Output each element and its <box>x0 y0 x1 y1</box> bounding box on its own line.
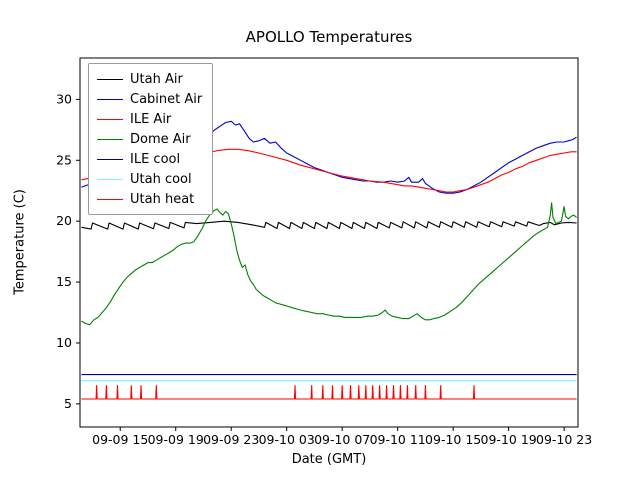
legend-item-utah-cool: Utah cool <box>97 169 202 189</box>
utah-air-line-swatch <box>97 78 123 80</box>
utah-cool-line-swatch <box>97 178 123 180</box>
legend-item-utah-air: Utah Air <box>97 69 202 89</box>
legend-label: Utah cool <box>130 171 192 187</box>
legend-item-utah-heat: Utah heat <box>97 189 202 209</box>
ile-air-line-swatch <box>97 118 123 120</box>
legend: Utah Air Cabinet Air ILE Air Dome Air IL… <box>88 63 214 215</box>
x-tick-label: 09-09 23 <box>203 432 259 447</box>
y-tick-label: 25 <box>56 152 72 167</box>
x-tick-label: 09-09 15 <box>92 432 148 447</box>
chart-title: APOLLO Temperatures <box>245 28 413 46</box>
series-utah-air <box>81 220 577 230</box>
legend-label: ILE Air <box>130 111 172 127</box>
y-axis-label: Temperature (C) <box>12 189 28 295</box>
x-tick-label: 09-10 19 <box>481 432 537 447</box>
y-tick-label: 30 <box>56 91 72 106</box>
x-tick-label: 09-10 15 <box>425 432 481 447</box>
legend-item-cabinet-air: Cabinet Air <box>97 89 202 109</box>
series-ile-air <box>81 148 577 193</box>
legend-label: Utah heat <box>130 191 195 207</box>
legend-label: Utah Air <box>130 71 183 87</box>
cabinet-air-line-swatch <box>97 98 123 100</box>
x-tick-label: 09-10 23 <box>536 432 592 447</box>
axes-frame <box>79 57 579 428</box>
utah-heat-line-swatch <box>97 198 123 200</box>
x-axis-label: Date (GMT) <box>291 452 367 467</box>
legend-label: ILE cool <box>130 151 181 167</box>
series-utah-heat <box>81 385 577 400</box>
x-tick-label: 09-09 19 <box>148 432 204 447</box>
x-tick-label: 09-10 11 <box>370 432 426 447</box>
legend-label: Cabinet Air <box>130 91 203 107</box>
ile-cool-line-swatch <box>97 158 123 160</box>
series-dome-air <box>81 202 577 326</box>
x-tick-label: 09-10 03 <box>259 432 315 447</box>
y-tick-label: 5 <box>64 396 72 411</box>
y-tick-label: 15 <box>56 274 72 289</box>
legend-label: Dome Air <box>130 131 191 147</box>
legend-item-ile-air: ILE Air <box>97 109 202 129</box>
y-tick-label: 10 <box>56 335 72 350</box>
legend-item-dome-air: Dome Air <box>97 129 202 149</box>
x-tick-label: 09-10 07 <box>314 432 370 447</box>
y-tick-label: 20 <box>56 213 72 228</box>
legend-item-ile-cool: ILE cool <box>97 149 202 169</box>
dome-air-line-swatch <box>97 138 123 140</box>
